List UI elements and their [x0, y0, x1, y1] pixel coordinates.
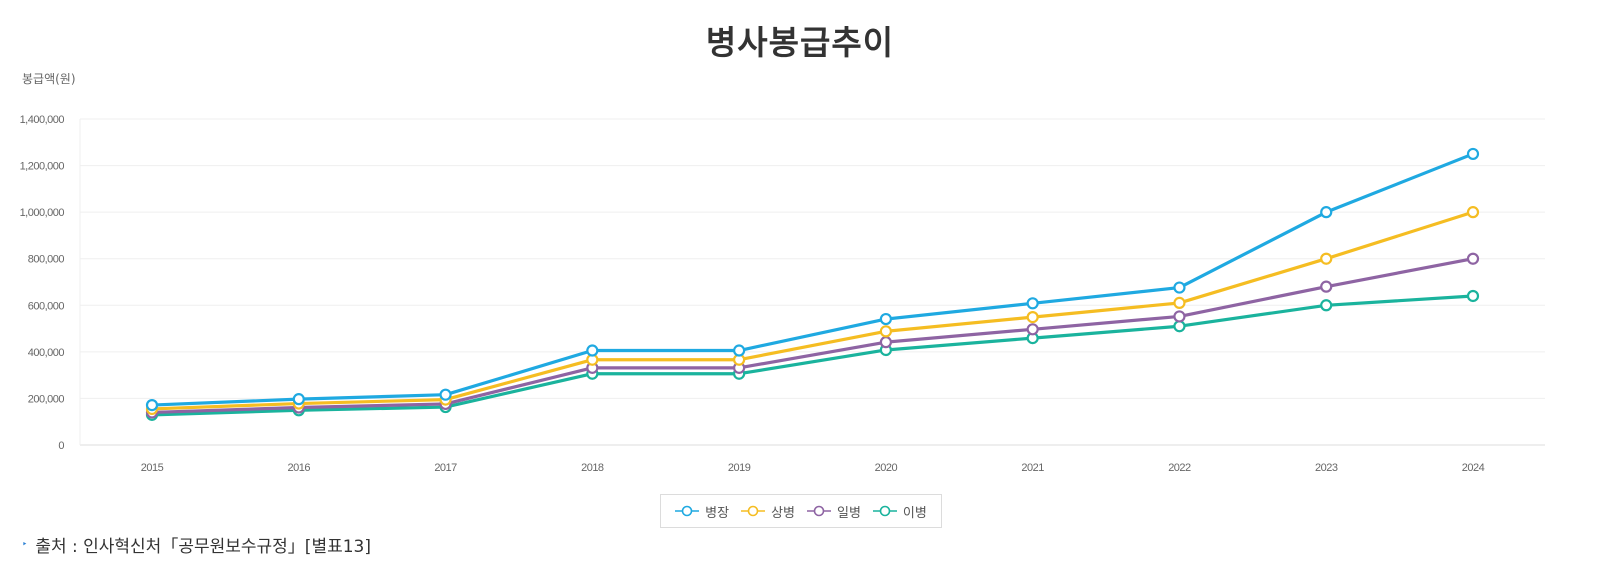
y-tick-label: 1,400,000 — [20, 114, 65, 126]
data-point[interactable] — [879, 312, 892, 326]
data-point[interactable] — [1320, 280, 1333, 293]
series-병장 — [145, 147, 1480, 412]
chart-legend: 병장 상병 일병 이병 — [660, 494, 942, 528]
data-point[interactable] — [879, 336, 892, 349]
y-tick-labels: 0 200,000 400,000 600,000 800,000 1,000,000 1,… — [20, 114, 65, 452]
data-point[interactable] — [1026, 297, 1039, 310]
line-chart: 0 200,000 400,000 600,000 800,000 1,000,000 1,… — [20, 114, 1545, 474]
legend-item[interactable]: 일병 — [807, 502, 861, 521]
data-point[interactable] — [1466, 147, 1480, 161]
legend-label: 상병 — [771, 505, 795, 521]
x-tick-labels: 2015 2016 2017 2018 2019 2020 2021 2022 2023 2024 — [141, 462, 1485, 474]
data-point[interactable] — [1466, 206, 1480, 219]
data-point[interactable] — [733, 344, 746, 357]
data-point[interactable] — [145, 398, 159, 412]
y-tick-label: 800,000 — [28, 254, 65, 266]
data-point[interactable] — [1026, 323, 1039, 336]
legend-marker-icon — [741, 505, 766, 517]
data-point[interactable] — [586, 344, 599, 357]
data-point[interactable] — [879, 325, 892, 338]
x-tick-label: 2019 — [728, 462, 751, 474]
legend-marker-icon — [872, 505, 897, 517]
data-point[interactable] — [1320, 206, 1333, 219]
data-point[interactable] — [292, 393, 305, 406]
chart-title: 병사봉급추이 — [705, 23, 895, 62]
legend-item[interactable]: 상병 — [741, 502, 795, 521]
x-tick-label: 2015 — [141, 462, 164, 474]
source-text: 출처 : 인사혁신처「공무원보수규정」[별표13] — [35, 537, 371, 557]
legend-item[interactable]: 병장 — [675, 502, 729, 521]
y-tick-label: 0 — [58, 440, 64, 452]
y-tick-label: 1,200,000 — [20, 161, 65, 173]
legend-marker-icon — [807, 505, 831, 517]
y-tick-label: 1,000,000 — [20, 207, 65, 219]
data-point[interactable] — [1466, 252, 1480, 265]
x-tick-label: 2021 — [1021, 462, 1044, 474]
data-point[interactable] — [1173, 320, 1186, 333]
series-line — [151, 152, 1474, 407]
legend-label: 일병 — [837, 505, 861, 521]
x-tick-label: 2024 — [1462, 462, 1485, 474]
series-line — [151, 210, 1474, 411]
series-line — [151, 294, 1474, 417]
x-tick-label: 2020 — [875, 462, 898, 474]
data-point[interactable] — [1173, 310, 1186, 323]
data-point[interactable] — [1026, 311, 1039, 324]
data-point[interactable] — [439, 388, 452, 401]
legend-label: 이병 — [902, 505, 927, 521]
bullet-icon: ‣ — [22, 539, 28, 550]
y-axis-label: 봉급액(원) — [22, 72, 76, 86]
data-point[interactable] — [1466, 289, 1480, 303]
x-tick-label: 2018 — [581, 462, 604, 474]
x-tick-label: 2023 — [1315, 462, 1338, 474]
data-point[interactable] — [1320, 299, 1333, 312]
y-tick-label: 200,000 — [28, 393, 65, 405]
data-point[interactable] — [1173, 296, 1186, 310]
series-line — [151, 257, 1474, 415]
x-tick-label: 2022 — [1168, 462, 1191, 474]
data-point[interactable] — [1173, 281, 1186, 294]
source-note: ‣ 출처 : 인사혁신처「공무원보수규정」[별표13] — [22, 532, 371, 557]
grid-layer — [79, 118, 1545, 446]
y-tick-label: 600,000 — [28, 300, 65, 312]
series-layer — [145, 147, 1480, 421]
x-tick-label: 2016 — [288, 462, 311, 474]
legend-marker-icon — [675, 505, 700, 517]
y-tick-label: 400,000 — [28, 347, 65, 359]
data-point[interactable] — [1320, 252, 1333, 265]
x-tick-label: 2017 — [434, 462, 457, 474]
legend-label: 병장 — [705, 505, 730, 521]
legend-item[interactable]: 이병 — [872, 502, 927, 521]
